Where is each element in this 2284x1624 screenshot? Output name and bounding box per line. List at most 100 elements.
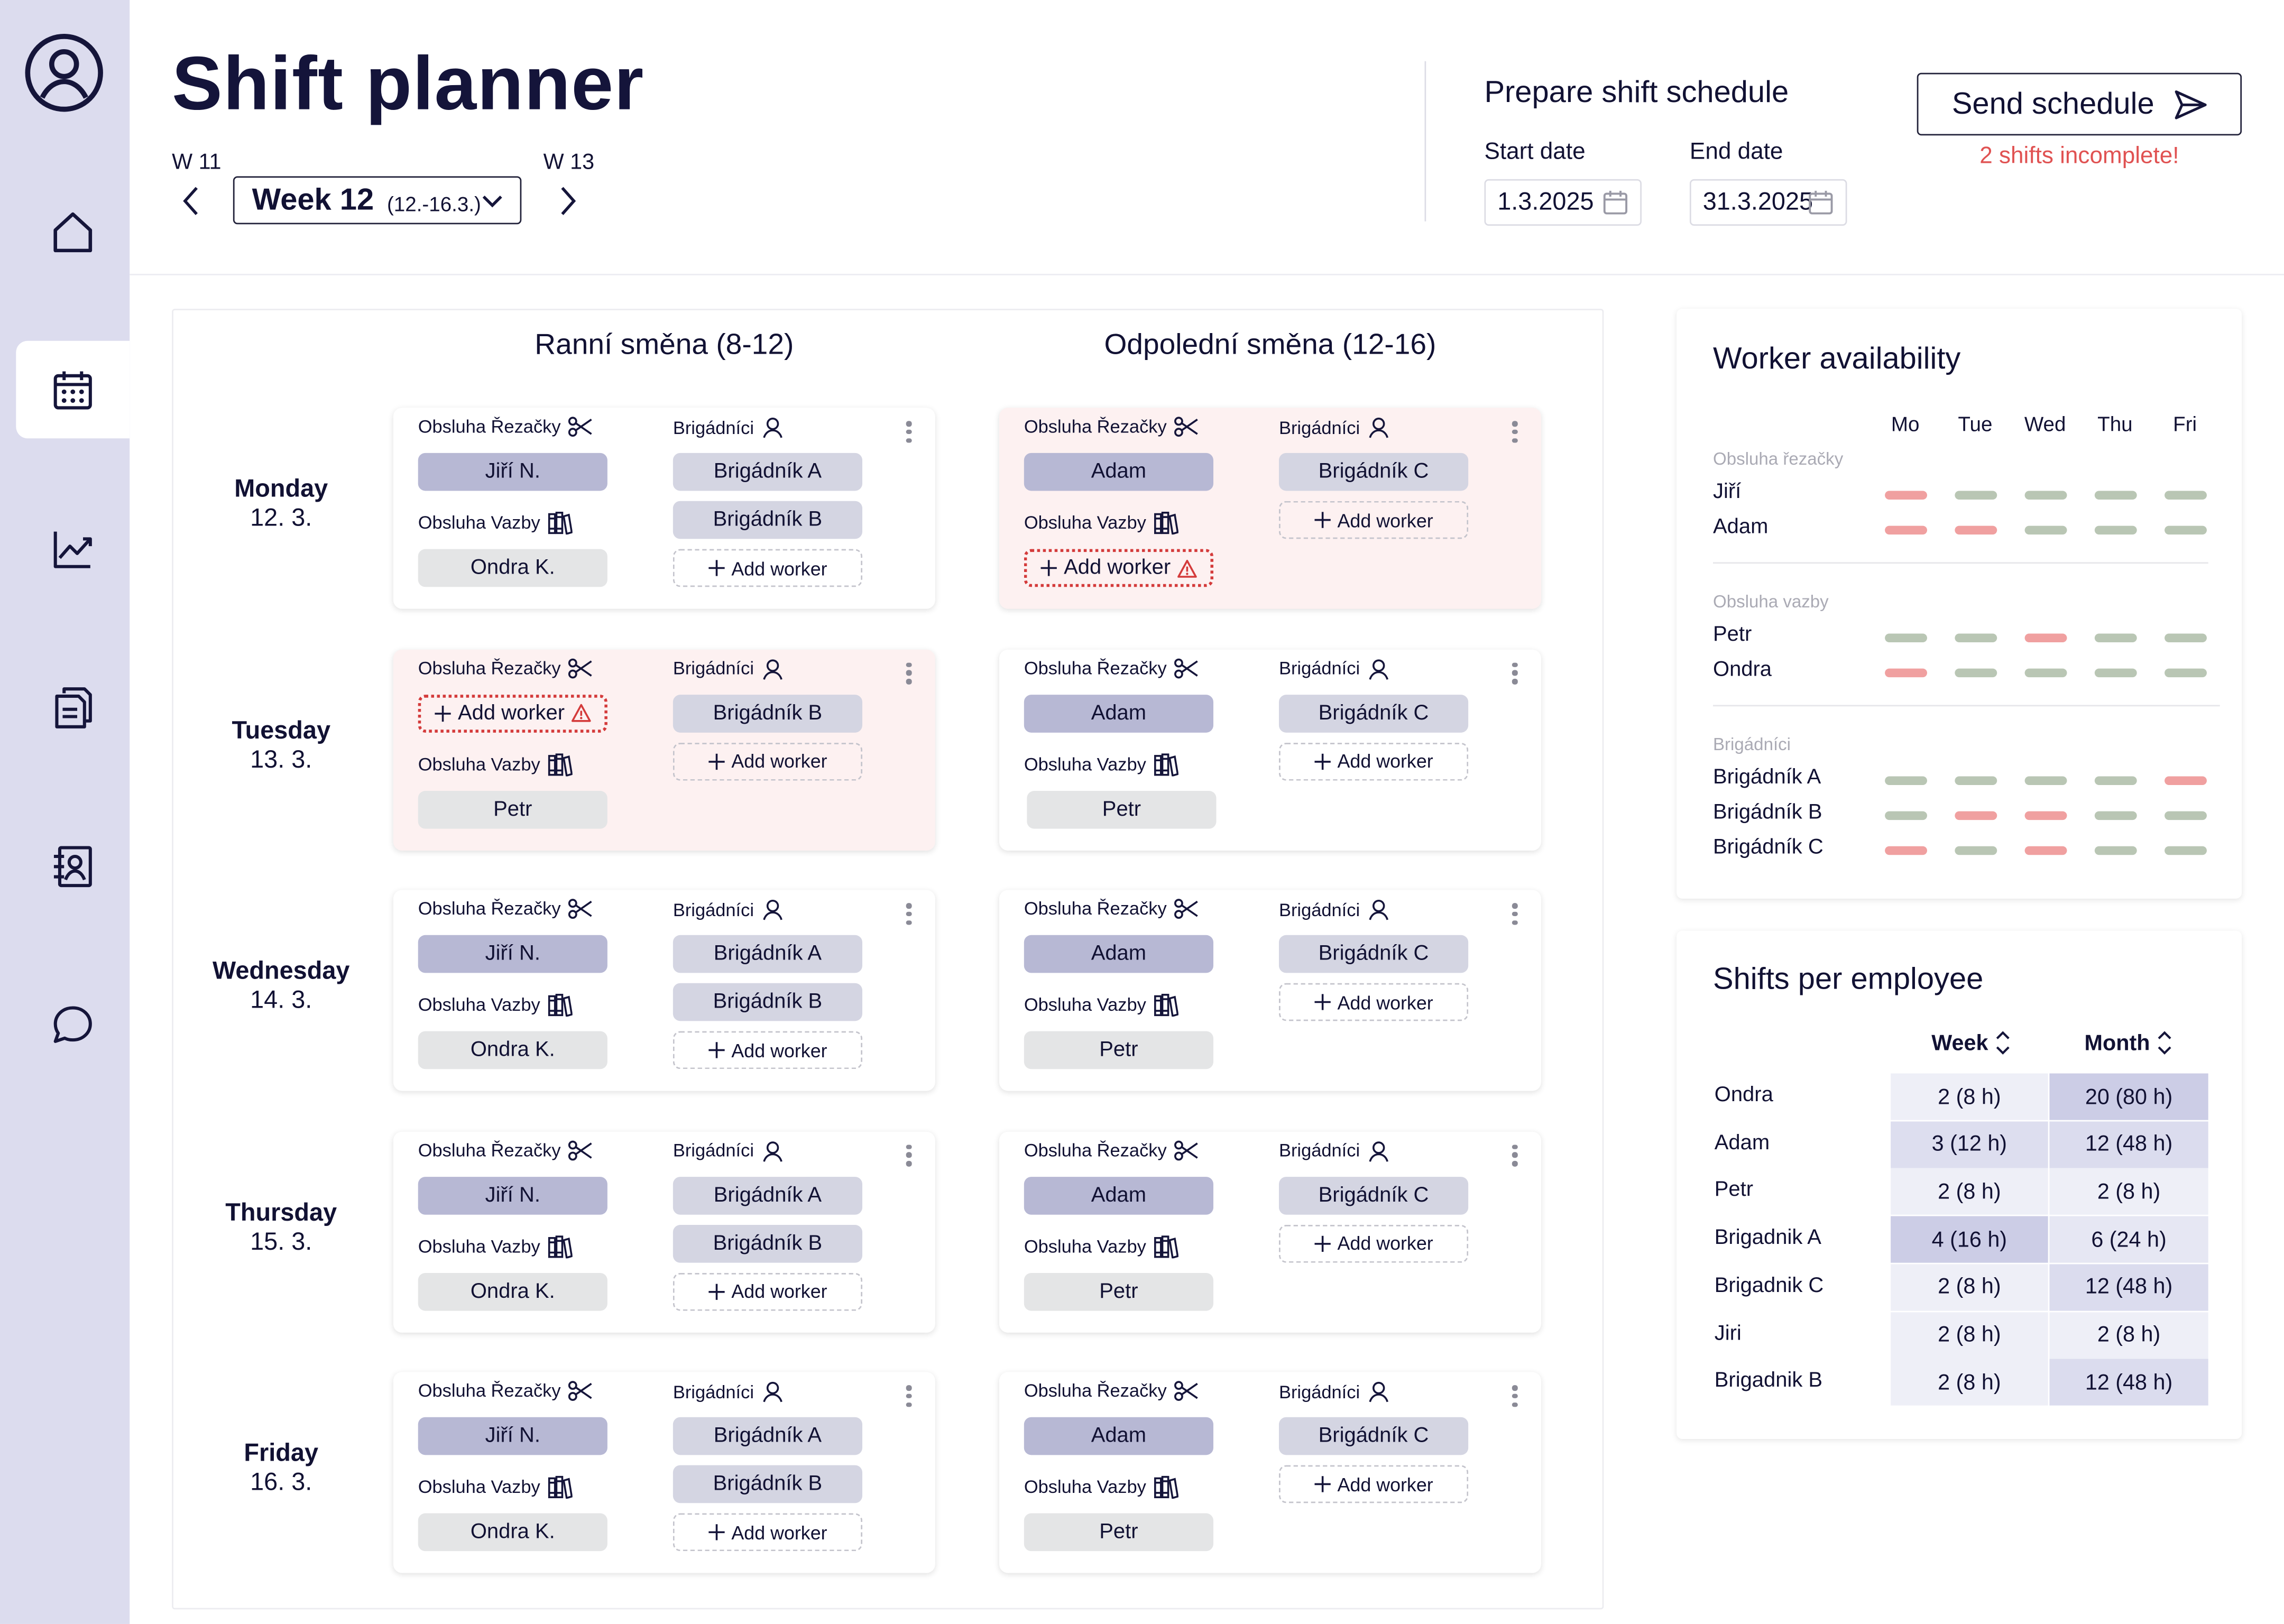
assigned-worker-pill[interactable]: Adam bbox=[1024, 453, 1213, 491]
more-options-icon[interactable] bbox=[903, 1144, 915, 1167]
group-separator bbox=[1712, 562, 2208, 564]
available-indicator bbox=[2094, 811, 2137, 820]
end-date-value: 31.3.2025 bbox=[1702, 188, 1813, 216]
role-label-cutter: Obsluha Řezačky bbox=[418, 658, 593, 678]
availability-panel bbox=[1677, 309, 2242, 899]
afternoon-shift-card: Obsluha Řezačky Adam Obsluha Vazby Petr Brig… bbox=[999, 1372, 1541, 1573]
available-indicator bbox=[2094, 668, 2137, 678]
home-icon[interactable] bbox=[16, 182, 130, 280]
books-icon bbox=[1154, 752, 1178, 776]
assigned-worker-pill[interactable]: Brigádník A bbox=[673, 1176, 863, 1214]
calendar-picker-icon[interactable] bbox=[1603, 189, 1629, 216]
assigned-worker-pill[interactable]: Jiří N. bbox=[418, 453, 607, 491]
assigned-worker-pill[interactable]: Brigádník C bbox=[1278, 694, 1469, 732]
assigned-worker-pill[interactable]: Petr bbox=[1024, 1272, 1213, 1311]
assigned-worker-pill[interactable]: Petr bbox=[1024, 1513, 1213, 1552]
calendar-icon[interactable] bbox=[16, 340, 130, 439]
assigned-worker-pill[interactable]: Brigádník C bbox=[1278, 935, 1469, 973]
month-column-header[interactable]: Month bbox=[2085, 1030, 2172, 1056]
more-options-icon[interactable] bbox=[1509, 662, 1521, 685]
availability-day-header: Wed bbox=[2024, 412, 2066, 436]
role-label-cutter: Obsluha Řezačky bbox=[418, 417, 593, 437]
assigned-worker-pill[interactable]: Jiří N. bbox=[418, 935, 607, 973]
assigned-worker-pill[interactable]: Brigádník A bbox=[673, 1417, 863, 1455]
assigned-worker-pill[interactable]: Adam bbox=[1024, 935, 1213, 973]
more-options-icon[interactable] bbox=[903, 662, 915, 685]
afternoon-shift-card: Obsluha Řezačky Adam Obsluha Vazby Petr Brig… bbox=[999, 1131, 1541, 1332]
assigned-worker-pill[interactable]: Brigádník C bbox=[1278, 453, 1469, 491]
contacts-icon[interactable] bbox=[16, 817, 130, 915]
add-worker-button[interactable]: Add worker bbox=[418, 694, 607, 732]
assigned-worker-pill[interactable]: Brigádník A bbox=[673, 935, 863, 973]
week-select[interactable]: Week 12 (12.-16.3.) bbox=[233, 176, 522, 225]
role-label-text: Obsluha Vazby bbox=[418, 1477, 540, 1498]
add-worker-label: Add worker bbox=[731, 1039, 827, 1062]
add-worker-button[interactable]: Add worker bbox=[673, 742, 863, 780]
more-options-icon[interactable] bbox=[903, 1385, 915, 1408]
add-worker-button[interactable]: Add worker bbox=[673, 1031, 863, 1069]
documents-icon[interactable] bbox=[16, 658, 130, 756]
week-column-header[interactable]: Week bbox=[1931, 1030, 2010, 1056]
add-worker-button[interactable]: Add worker bbox=[673, 1272, 863, 1311]
assigned-worker-pill[interactable]: Jiří N. bbox=[418, 1176, 607, 1214]
more-options-icon[interactable] bbox=[903, 421, 915, 444]
assigned-worker-pill[interactable]: Brigádník B bbox=[673, 983, 863, 1021]
assigned-worker-pill[interactable]: Brigádník C bbox=[1278, 1417, 1469, 1455]
send-schedule-button[interactable]: Send schedule bbox=[1917, 72, 2242, 136]
role-label-binding: Obsluha Vazby bbox=[418, 511, 573, 535]
next-week-button[interactable] bbox=[549, 181, 587, 222]
assigned-worker-pill[interactable]: Ondra K. bbox=[418, 1272, 607, 1311]
user-icon[interactable] bbox=[23, 32, 105, 114]
more-options-icon[interactable] bbox=[1509, 903, 1521, 926]
assigned-worker-pill[interactable]: Brigádník B bbox=[673, 694, 863, 732]
start-date-field[interactable]: 1.3.2025 bbox=[1484, 179, 1642, 226]
assigned-worker-pill[interactable]: Adam bbox=[1024, 1417, 1213, 1455]
assigned-worker-pill[interactable]: Petr bbox=[1024, 1031, 1213, 1069]
afternoon-shift-card: Obsluha Řezačky Adam Obsluha Vazby Petr Brig… bbox=[999, 890, 1541, 1091]
end-date-field[interactable]: 31.3.2025 bbox=[1689, 179, 1847, 226]
assigned-worker-pill[interactable]: Brigádník B bbox=[673, 1224, 863, 1262]
add-worker-button[interactable]: Add worker bbox=[1278, 501, 1469, 539]
role-label-text: Obsluha Vazby bbox=[1024, 1477, 1146, 1498]
assigned-worker-pill[interactable]: Brigádník C bbox=[1278, 1176, 1469, 1214]
available-indicator bbox=[1955, 776, 1997, 785]
more-options-icon[interactable] bbox=[1509, 1385, 1521, 1408]
chat-icon[interactable] bbox=[16, 976, 130, 1074]
role-label-text: Obsluha Řezačky bbox=[1024, 1139, 1167, 1160]
assigned-worker-pill[interactable]: Brigádník A bbox=[673, 453, 863, 491]
assigned-worker-pill[interactable]: Ondra K. bbox=[418, 1031, 607, 1069]
assigned-worker-pill[interactable]: Adam bbox=[1024, 1176, 1213, 1214]
role-label-cutter: Obsluha Řezačky bbox=[418, 899, 593, 919]
calendar-picker-icon[interactable] bbox=[1808, 189, 1834, 216]
assigned-worker-pill[interactable]: Petr bbox=[1027, 790, 1217, 828]
more-options-icon[interactable] bbox=[1509, 1144, 1521, 1167]
person-icon bbox=[1368, 418, 1388, 438]
prev-week-button[interactable] bbox=[172, 181, 210, 222]
add-worker-button[interactable]: Add worker bbox=[1278, 1465, 1469, 1503]
assigned-worker-pill[interactable]: Brigádník B bbox=[673, 501, 863, 539]
start-date-value: 1.3.2025 bbox=[1497, 188, 1594, 216]
assigned-worker-pill[interactable]: Adam bbox=[1024, 694, 1213, 732]
assigned-worker-pill[interactable]: Ondra K. bbox=[418, 549, 607, 587]
assigned-worker-pill[interactable]: Ondra K. bbox=[418, 1513, 607, 1552]
chart-icon[interactable] bbox=[16, 500, 130, 597]
assigned-worker-pill[interactable]: Petr bbox=[418, 790, 607, 828]
add-worker-button[interactable]: Add worker bbox=[1278, 742, 1469, 780]
add-worker-button[interactable]: Add worker bbox=[1278, 983, 1469, 1021]
week-shift-count: 2 (8 h) bbox=[1891, 1263, 2048, 1311]
role-label-temps: Brigádníci bbox=[673, 417, 783, 438]
add-worker-label: Add worker bbox=[1337, 1473, 1433, 1496]
assigned-worker-pill[interactable]: Brigádník B bbox=[673, 1465, 863, 1503]
assigned-worker-pill[interactable]: Jiří N. bbox=[418, 1417, 607, 1455]
availability-worker-name: Brigádník C bbox=[1712, 836, 1823, 860]
more-options-icon[interactable] bbox=[903, 903, 915, 926]
add-worker-button[interactable]: Add worker bbox=[1278, 1224, 1469, 1262]
add-worker-button[interactable]: Add worker bbox=[1024, 549, 1213, 587]
role-label-text: Obsluha Vazby bbox=[418, 753, 540, 774]
more-options-icon[interactable] bbox=[1509, 421, 1521, 444]
add-worker-button[interactable]: Add worker bbox=[673, 1513, 863, 1552]
available-indicator bbox=[2165, 525, 2207, 535]
role-label-temps: Brigádníci bbox=[1279, 1140, 1389, 1161]
add-worker-button[interactable]: Add worker bbox=[673, 549, 863, 587]
plus-icon bbox=[435, 705, 452, 721]
